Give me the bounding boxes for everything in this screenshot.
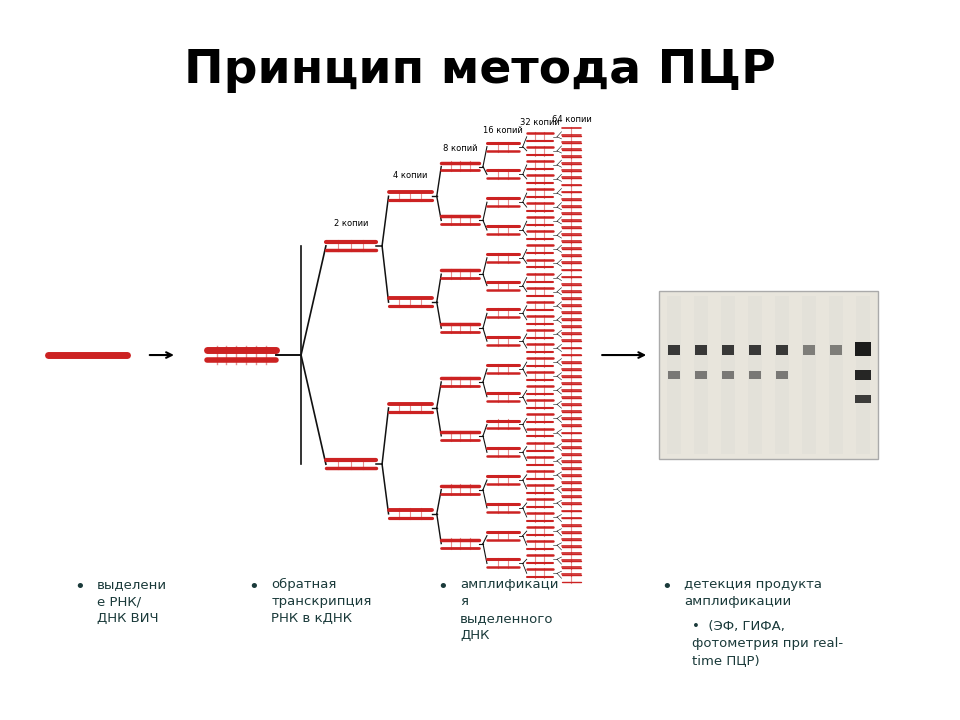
- Bar: [695, 371, 707, 379]
- Bar: [828, 295, 843, 454]
- Bar: [854, 342, 871, 356]
- Bar: [776, 371, 788, 379]
- Bar: [721, 295, 734, 454]
- Bar: [748, 295, 762, 454]
- Text: Принцип метода ПЦР: Принцип метода ПЦР: [184, 48, 776, 93]
- Text: •  (ЭФ, ГИФА,
фотометрия при real-
time ПЦР): • (ЭФ, ГИФА, фотометрия при real- time П…: [692, 620, 843, 667]
- Text: детекция продукта
амплификации: детекция продукта амплификации: [684, 578, 822, 608]
- Bar: [855, 295, 870, 454]
- Bar: [802, 295, 816, 454]
- Bar: [775, 295, 789, 454]
- Bar: [749, 371, 760, 379]
- Bar: [854, 370, 871, 380]
- Text: 16 копий: 16 копий: [483, 126, 523, 135]
- Bar: [803, 345, 815, 354]
- Bar: [776, 345, 788, 354]
- Bar: [668, 371, 680, 379]
- Text: •: •: [661, 578, 672, 596]
- Text: 64 копии: 64 копии: [552, 114, 591, 124]
- Text: обратная
транскрипция
РНК в кДНК: обратная транскрипция РНК в кДНК: [272, 578, 372, 626]
- Bar: [749, 345, 760, 354]
- Text: выделени
е РНК/
ДНК ВИЧ: выделени е РНК/ ДНК ВИЧ: [97, 578, 167, 625]
- Bar: [722, 345, 733, 354]
- Bar: [667, 295, 681, 454]
- Text: 4 копии: 4 копии: [394, 171, 427, 181]
- Text: 2 копии: 2 копии: [333, 219, 368, 228]
- Bar: [854, 395, 871, 402]
- Text: 8 копий: 8 копий: [443, 143, 477, 153]
- Bar: [829, 345, 842, 354]
- Text: •: •: [75, 578, 85, 596]
- Bar: [668, 345, 680, 354]
- Text: амплификаци
я
выделенного
ДНК: амплификаци я выделенного ДНК: [460, 578, 559, 642]
- Bar: [722, 371, 733, 379]
- Bar: [659, 291, 877, 459]
- Text: •: •: [438, 578, 448, 596]
- Text: •: •: [249, 578, 259, 596]
- Text: 32 копии: 32 копии: [519, 118, 560, 127]
- Bar: [694, 295, 708, 454]
- Bar: [695, 345, 707, 354]
